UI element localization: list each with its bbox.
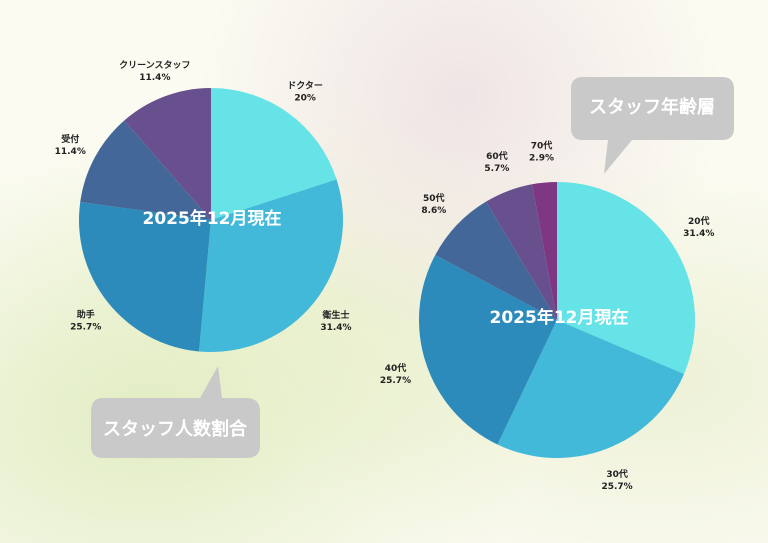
slice-category-label: 70代 bbox=[531, 140, 553, 152]
slice-value-label: 25.7% bbox=[601, 482, 632, 492]
slice-value-label: 2.9% bbox=[529, 154, 554, 164]
slice-value-label: 8.6% bbox=[421, 206, 446, 216]
slice-category-label: 衛生士 bbox=[321, 309, 349, 321]
pie-slice bbox=[419, 255, 557, 445]
pie-slice bbox=[557, 182, 695, 375]
slice-category-label: 受付 bbox=[61, 133, 79, 145]
slice-category-label: クリーンスタッフ bbox=[119, 59, 190, 71]
staff-age-title-bubble: スタッフ年齢層 bbox=[571, 77, 734, 174]
slice-value-label: 5.7% bbox=[484, 164, 509, 174]
pie-slice bbox=[124, 88, 211, 220]
slice-category-label: ドクター bbox=[287, 80, 323, 92]
slice-value-label: 20% bbox=[294, 94, 316, 104]
staff-ratio-center-label: 2025年12月現在 bbox=[143, 208, 282, 229]
slice-value-label: 31.4% bbox=[683, 229, 714, 239]
staff-ratio-title-bubble: スタッフ人数割合 bbox=[91, 366, 260, 458]
slice-value-label: 25.7% bbox=[70, 323, 101, 333]
staff-ratio-pie-chart: ドクター 20% 衛生士 31.4% 助手 25.7% 受付 11.4% クリーンスタッフ 11.… bbox=[55, 59, 352, 352]
pie-slice bbox=[531, 182, 557, 320]
pie-slice bbox=[198, 179, 343, 352]
pie-slice bbox=[435, 201, 557, 320]
slice-value-label: 11.4% bbox=[55, 147, 86, 157]
staff-age-title: スタッフ年齢層 bbox=[589, 96, 715, 118]
slice-value-label: 31.4% bbox=[320, 323, 351, 333]
pie-slice bbox=[497, 320, 684, 458]
staff-age-pie-chart: 20代 31.4% 30代 25.7% 40代 25.7% 50代 8.6% 60代 5.7% 70… bbox=[380, 140, 715, 492]
pie-slice bbox=[486, 184, 557, 320]
slice-value-label: 25.7% bbox=[380, 376, 411, 386]
slice-category-label: 50代 bbox=[423, 192, 445, 204]
pie-slice bbox=[79, 201, 211, 352]
pie-slice bbox=[211, 88, 337, 220]
slice-category-label: 30代 bbox=[606, 468, 628, 480]
slice-value-label: 11.4% bbox=[139, 73, 170, 83]
slice-category-label: 20代 bbox=[688, 215, 710, 227]
slice-category-label: 60代 bbox=[486, 150, 508, 162]
slice-category-label: 助手 bbox=[77, 309, 95, 321]
pie-slice bbox=[80, 120, 211, 220]
staff-age-center-label: 2025年12月現在 bbox=[490, 307, 629, 328]
slice-category-label: 40代 bbox=[385, 362, 407, 374]
staff-ratio-title: スタッフ人数割合 bbox=[103, 418, 248, 440]
